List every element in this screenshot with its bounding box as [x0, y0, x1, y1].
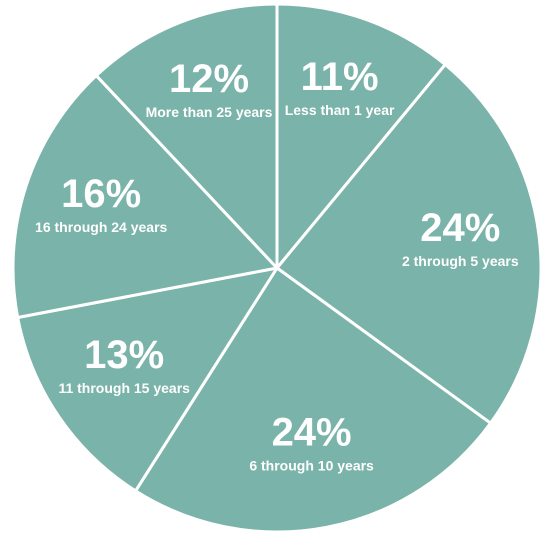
pie-slice-0 — [275, 2, 447, 270]
pie-slices — [11, 2, 543, 533]
slice-percent-label: 24% — [272, 411, 352, 455]
slice-percent-label: 13% — [84, 333, 164, 377]
pie-slice-4 — [11, 74, 279, 319]
slice-category-label: 2 through 5 years — [402, 253, 519, 269]
slice-category-label: Less than 1 year — [285, 102, 395, 118]
pie-slice-3 — [16, 266, 279, 493]
slice-label-group-2: 24% 6 through 10 years — [249, 411, 374, 474]
slice-percent-label: 12% — [169, 57, 249, 101]
slice-category-label: 11 through 15 years — [58, 380, 190, 396]
slice-category-label: 6 through 10 years — [249, 458, 374, 474]
slice-label-group-5: 12% More than 25 years — [146, 57, 273, 120]
slice-percent-label: 16% — [61, 172, 141, 216]
slice-percent-label: 11% — [301, 55, 379, 99]
pie-slice-1 — [275, 63, 543, 425]
slice-label-group-0: 11% Less than 1 year — [285, 55, 395, 118]
slice-category-label: 16 through 24 years — [35, 219, 167, 235]
slice-label-group-3: 13% 11 through 15 years — [58, 333, 190, 396]
slice-percent-label: 24% — [420, 206, 500, 250]
pie-slice-5 — [94, 2, 279, 270]
slice-label-group-1: 24% 2 through 5 years — [402, 206, 519, 269]
slice-label-group-4: 16% 16 through 24 years — [35, 172, 167, 235]
slice-category-label: More than 25 years — [146, 104, 273, 120]
pie-slice-2 — [134, 266, 493, 533]
